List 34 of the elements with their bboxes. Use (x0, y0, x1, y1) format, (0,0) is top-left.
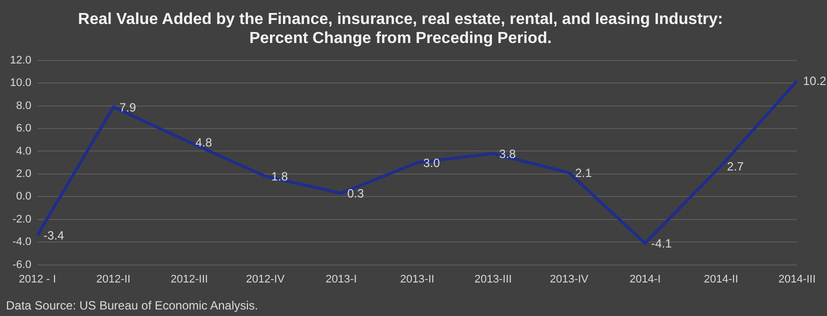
y-tick-label: 2.0 (16, 168, 32, 180)
chart-title: Real Value Added by the Finance, insurance, real estate, rental, and leasing Industry: Percent Change from Preceding Period. (78, 11, 723, 48)
y-tick-label: 6.0 (16, 122, 32, 135)
x-tick-label: 2014-III (778, 273, 816, 286)
data-label: -3.4 (43, 228, 64, 243)
y-tick-label: -6.0 (12, 258, 32, 271)
data-label: 3.0 (423, 156, 440, 170)
data-label: 1.8 (271, 170, 288, 184)
y-tick-label: 0.0 (16, 190, 32, 203)
x-tick-label: 2012-IV (246, 273, 286, 286)
data-label: 2.1 (575, 166, 592, 180)
source-note: Data Source: US Bureau of Economic Analysis. (6, 298, 258, 312)
data-label: 7.9 (119, 100, 136, 114)
x-tick-label: 2013-III (474, 273, 512, 286)
x-tick-label: 2012 - I (18, 273, 56, 286)
x-tick-label: 2012-III (170, 273, 208, 286)
x-tick-label: 2013-IV (550, 273, 590, 286)
x-tick-label: 2013-I (326, 273, 357, 286)
y-tick-label: 12.0 (10, 54, 32, 66)
x-tick-label: 2012-II (96, 273, 130, 286)
y-tick-label: -2.0 (12, 213, 32, 226)
data-label: 2.7 (727, 159, 744, 174)
data-label: 3.8 (499, 146, 516, 161)
x-tick-label: 2014-I (629, 273, 661, 286)
data-label: 0.3 (347, 186, 364, 201)
data-label: 4.8 (195, 135, 212, 150)
x-tick-label: 2014-II (704, 273, 738, 286)
y-tick-label: 10.0 (10, 77, 32, 90)
data-label: -4.1 (651, 236, 672, 251)
data-label: 10.2 (803, 74, 827, 88)
x-tick-label: 2013-II (400, 273, 434, 286)
y-tick-label: 4.0 (16, 145, 32, 158)
y-tick-label: 8.0 (16, 100, 32, 112)
y-tick-label: -4.0 (12, 236, 32, 248)
